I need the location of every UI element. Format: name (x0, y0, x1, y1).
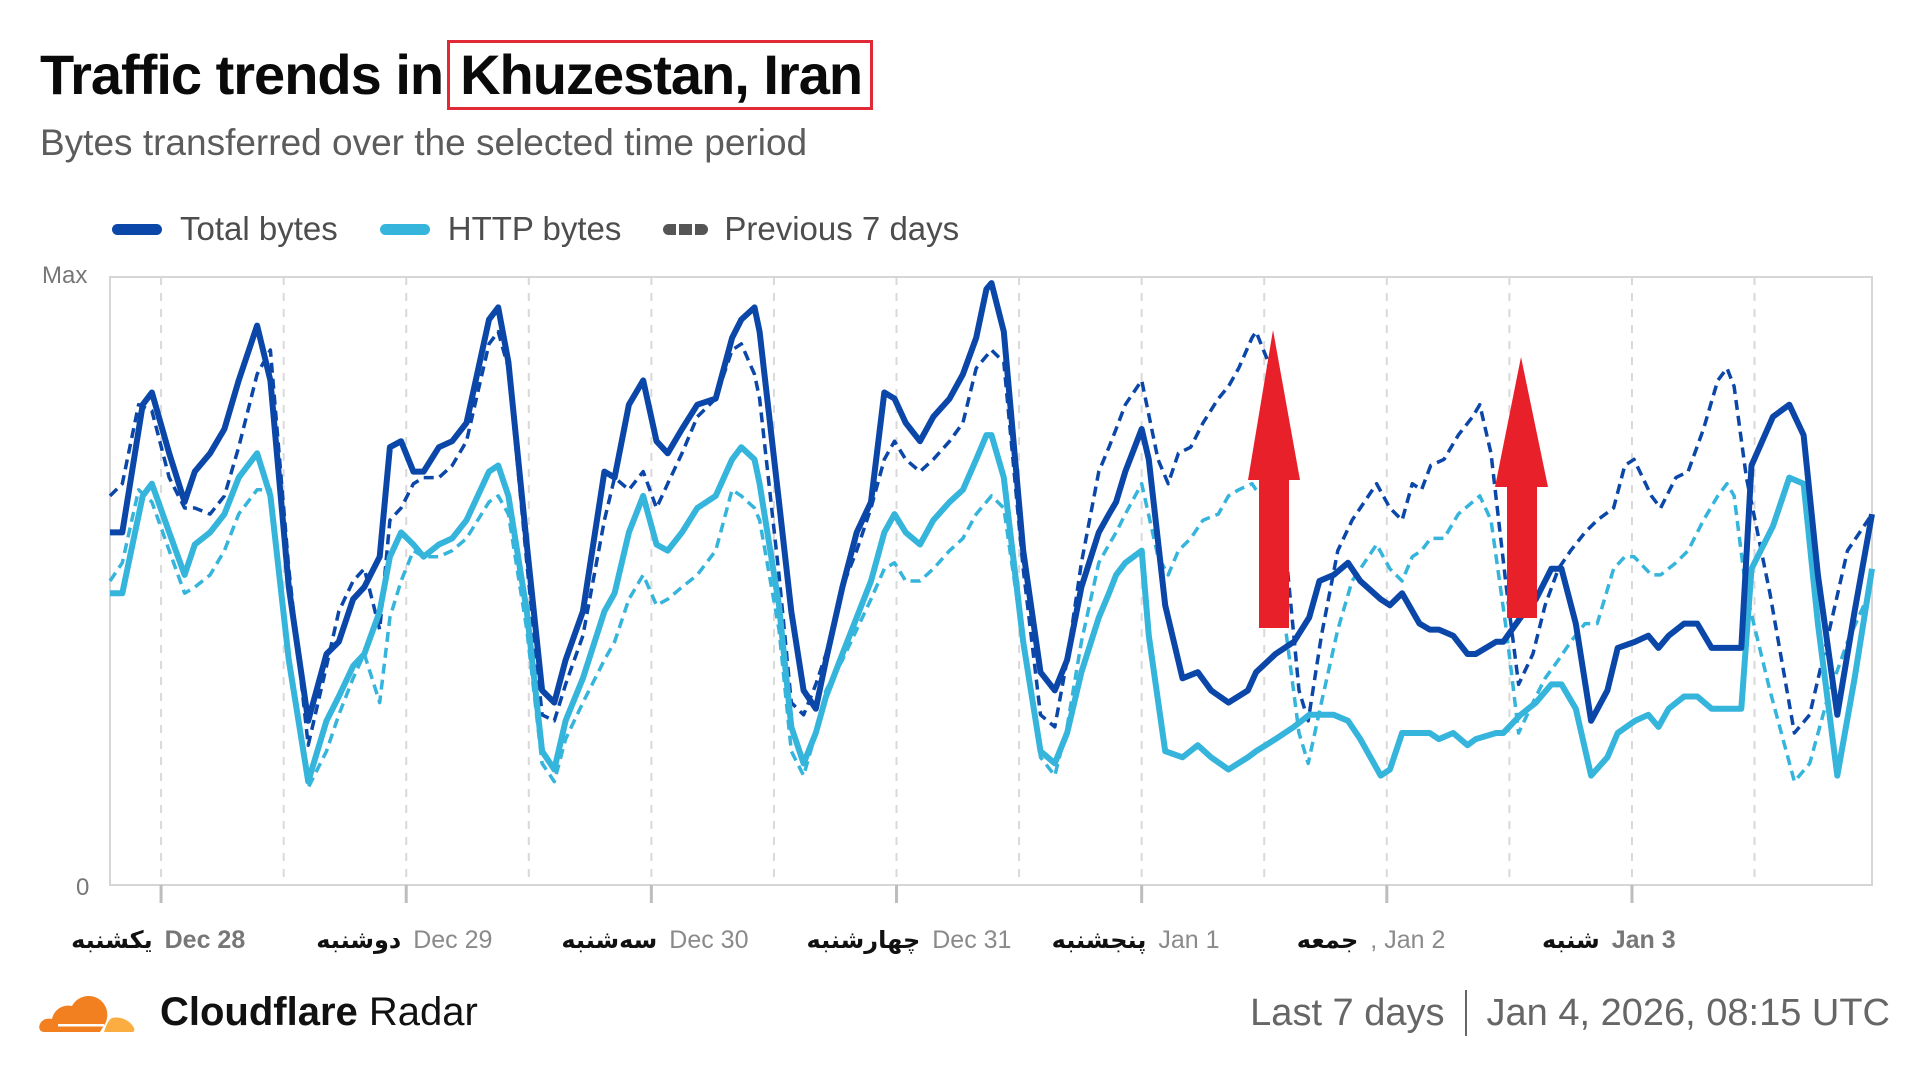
separator (1464, 990, 1467, 1036)
total-bytes-swatch-icon (112, 223, 162, 235)
y-axis-zero-label: 0 (76, 874, 90, 901)
weekday-label: شنبه (1541, 926, 1600, 954)
weekday-label: سه‌شنبه (561, 926, 658, 954)
title-prefix: Traffic trends in (40, 43, 444, 106)
date-label: Dec 30 (669, 926, 749, 954)
http-bytes-swatch-icon (379, 223, 430, 235)
previous-http-bytes-line (108, 481, 1874, 790)
legend-item-previous-7-days[interactable]: Previous 7 days (663, 210, 959, 248)
weekday-label: جمعه (1296, 926, 1359, 954)
date-label: , Jan 2 (1370, 926, 1446, 954)
cloudflare-cloud-icon (39, 995, 135, 1032)
x-axis-labels: یکشنبه Dec 28 دوشنبه Dec 29 سه‌شنبه Dec 30 چها… (0, 920, 1920, 970)
http-bytes-line (110, 432, 1875, 785)
weekday-label: چهارشنبه (806, 926, 921, 954)
legend-item-total-bytes[interactable]: Total bytes (112, 210, 338, 248)
plot-area-border (109, 276, 1873, 886)
range-label: Last 7 days (1250, 991, 1445, 1034)
x-axis-label: شنبه Jan 3 (1542, 926, 1676, 955)
date-label: Jan 1 (1158, 926, 1220, 954)
chart-legend: Total bytes HTTP bytes Previous 7 days (112, 210, 1001, 248)
time-range-info: Last 7 days Jan 4, 2026, 08:15 UTC (1250, 990, 1890, 1036)
timestamp: Jan 4, 2026, 08:15 UTC (1486, 991, 1890, 1034)
x-axis-label: پنجشنبه Jan 1 (1052, 926, 1220, 955)
x-axis-label: دوشنبه Dec 29 (316, 926, 492, 955)
red-up-arrow-icon (1248, 330, 1300, 628)
total-bytes-line (110, 280, 1875, 724)
annotation-arrows (1248, 330, 1548, 628)
page-subtitle: Bytes transferred over the selected time… (40, 122, 808, 163)
x-axis-ticks (159, 885, 1634, 903)
chart-series (108, 280, 1875, 790)
page-title: Traffic trends in Khuzestan, Iran (40, 40, 874, 110)
date-label: Dec 29 (413, 926, 493, 954)
weekday-label: دوشنبه (316, 926, 402, 954)
brand-name: Cloudflare Radar (160, 989, 478, 1034)
legend-label: Total bytes (180, 210, 338, 247)
weekday-label: پنجشنبه (1051, 926, 1147, 954)
date-label: Dec 31 (932, 926, 1012, 954)
y-axis-max-label: Max (42, 262, 88, 289)
x-axis-label: یکشنبه Dec 28 (71, 926, 245, 955)
legend-item-http-bytes[interactable]: HTTP bytes (379, 210, 622, 248)
title-location-highlight: Khuzestan, Iran (447, 40, 874, 110)
legend-label: Previous 7 days (724, 210, 960, 247)
cloudflare-radar-logo[interactable]: Cloudflare Radar (38, 988, 478, 1036)
x-axis-label: چهارشنبه Dec 31 (807, 926, 1012, 955)
date-label: Jan 3 (1611, 926, 1676, 954)
red-up-arrow-icon (1495, 357, 1548, 618)
x-axis-label: سه‌شنبه Dec 30 (561, 926, 748, 955)
date-label: Dec 28 (164, 926, 246, 954)
legend-label: HTTP bytes (447, 210, 622, 247)
x-axis-label: جمعه , Jan 2 (1297, 926, 1446, 955)
weekday-label: یکشنبه (71, 926, 153, 954)
dashed-line-swatch-icon (663, 223, 709, 235)
